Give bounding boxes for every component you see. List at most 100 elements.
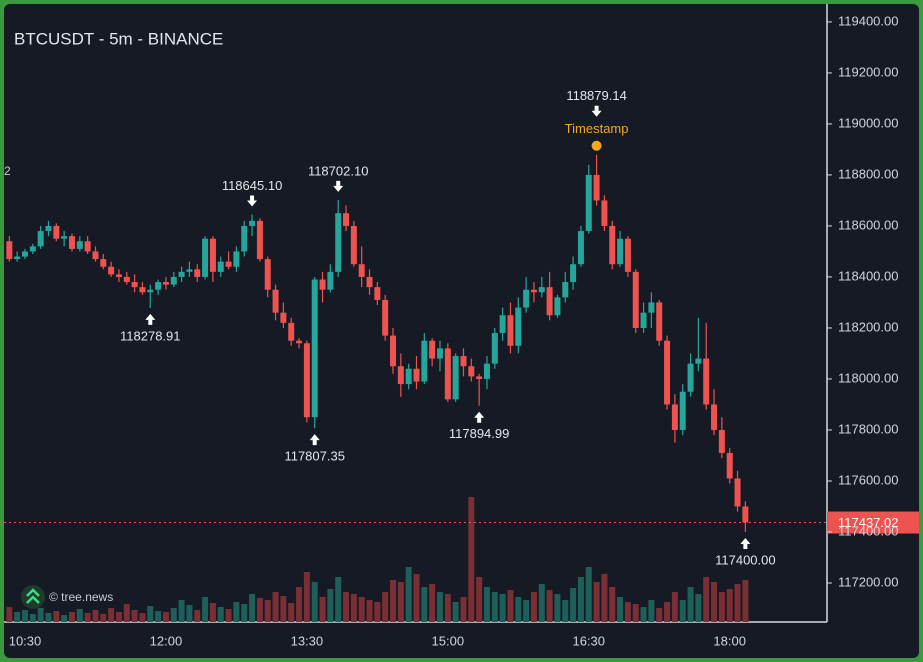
candle-body: [601, 200, 608, 226]
x-tick-label: 10:30: [9, 633, 42, 648]
volume-bar: [405, 567, 412, 622]
candle-body: [585, 174, 592, 232]
candle-body: [429, 340, 436, 359]
candle-body: [476, 376, 483, 379]
candle-body: [296, 340, 303, 344]
y-tick-label: 119400.00: [838, 13, 899, 28]
volume-bar: [413, 574, 420, 622]
volume-bar: [311, 582, 318, 622]
volume-bar: [61, 615, 68, 622]
candle-body: [397, 366, 404, 385]
candle-body: [405, 368, 412, 385]
volume-bar: [22, 610, 28, 622]
volume-bar: [624, 602, 631, 622]
volume-bar: [664, 602, 671, 622]
candle-body: [656, 302, 663, 341]
volume-bar: [100, 614, 107, 622]
volume-bar: [711, 582, 718, 622]
volume-bar: [570, 588, 577, 622]
volume-bar: [76, 609, 83, 622]
volume-bar: [703, 577, 710, 622]
volume-bar: [421, 587, 428, 622]
volume-bar: [617, 597, 624, 622]
candle-body: [390, 335, 397, 367]
last-price-label: 117437.02: [838, 515, 899, 530]
volume-bar: [695, 594, 702, 622]
candle-body: [115, 274, 122, 277]
candle-body: [460, 356, 467, 367]
volume-bar: [491, 592, 498, 622]
volume-bar: [507, 590, 514, 622]
candle-body: [14, 256, 21, 260]
volume-bar: [390, 580, 397, 622]
volume-bar: [609, 587, 616, 622]
candle-body: [374, 287, 381, 300]
candle-body: [671, 404, 678, 430]
x-tick-label: 13:30: [291, 633, 324, 648]
candle-body: [703, 358, 710, 405]
volume-bar: [734, 584, 741, 622]
volume-bar: [162, 612, 169, 622]
y-tick-label: 117600.00: [838, 472, 899, 487]
candle-body: [162, 282, 169, 285]
volume-bar: [6, 607, 13, 622]
candle-body: [147, 289, 154, 293]
candle-body: [108, 266, 115, 275]
low-label: 118278.91: [120, 328, 181, 343]
candle-body: [186, 269, 193, 272]
candle-body: [632, 271, 639, 328]
x-tick-label: 12:00: [150, 633, 183, 648]
candle-body: [664, 340, 671, 405]
low-label: 117894.99: [449, 426, 510, 441]
volume-bar: [280, 596, 287, 622]
candle-body: [256, 220, 263, 260]
candle-body: [358, 264, 365, 277]
volume-bar: [523, 600, 530, 622]
volume-bar: [296, 587, 303, 622]
volume-bar: [29, 614, 36, 622]
x-tick-label: 18:00: [713, 633, 746, 648]
candle-body: [483, 363, 490, 379]
volume-bar: [139, 613, 146, 622]
arrow-up: [309, 434, 320, 446]
volume-bar: [530, 592, 537, 622]
y-tick-label: 117800.00: [838, 421, 899, 436]
candle-body: [335, 213, 342, 272]
background: [4, 4, 919, 658]
candle-body: [61, 236, 68, 239]
candle-body: [554, 297, 561, 316]
candle-body: [491, 333, 498, 364]
volume-bar: [538, 584, 545, 622]
timestamp-label: Timestamp: [565, 121, 629, 136]
volume-bar: [436, 592, 443, 622]
y-tick-label: 118800.00: [838, 166, 899, 181]
candle-body: [217, 261, 224, 272]
candle-body: [444, 348, 451, 400]
volume-bar: [640, 607, 647, 622]
volume-bar: [37, 608, 44, 622]
low-label: 117807.35: [284, 449, 345, 464]
y-tick-label: 118400.00: [838, 268, 899, 283]
candle-body: [343, 213, 350, 226]
candle-body: [711, 404, 718, 430]
candle-body: [53, 225, 60, 239]
candle-body: [92, 251, 99, 260]
volume-bar: [452, 602, 459, 622]
candle-body: [687, 363, 694, 392]
volume-bar: [108, 608, 115, 622]
volume-bar: [671, 592, 678, 622]
candle-body: [734, 478, 741, 507]
volume-bar: [366, 600, 373, 622]
candle-body: [155, 282, 162, 290]
candle-body: [436, 348, 443, 359]
candle-body: [515, 307, 522, 346]
candle-body: [413, 368, 420, 382]
candle-body: [742, 506, 749, 523]
volume-bar: [382, 592, 389, 622]
volume-bar: [194, 610, 201, 622]
candle-body: [280, 312, 287, 323]
low-label: 117400.00: [715, 552, 776, 567]
y-tick-label: 119200.00: [838, 64, 899, 79]
volume-bar: [256, 598, 263, 622]
candle-body: [209, 238, 216, 272]
